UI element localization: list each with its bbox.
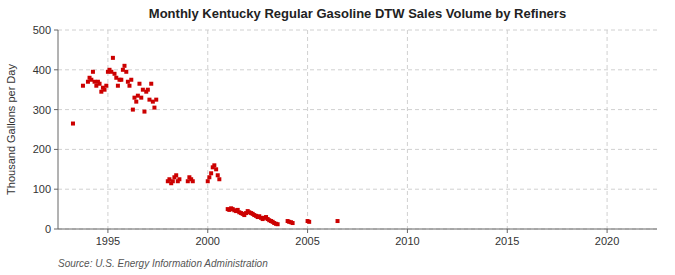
- x-tick-label: 2010: [395, 235, 419, 247]
- y-tick: [54, 149, 58, 150]
- point: [152, 106, 156, 110]
- x-tick-label: 2015: [495, 235, 519, 247]
- point: [127, 84, 131, 88]
- point: [336, 219, 340, 223]
- chart: 1995 2000 2005 2010 2015 2020 0 100 200 300 400 500…: [0, 0, 675, 275]
- x-tick-label: 2020: [595, 235, 619, 247]
- y-tick-label: 100: [33, 183, 51, 195]
- point: [171, 179, 175, 183]
- point: [177, 177, 181, 181]
- point: [103, 88, 107, 92]
- point: [154, 98, 158, 102]
- point: [209, 171, 213, 175]
- y-tick-label: 500: [33, 24, 51, 36]
- point: [104, 84, 108, 88]
- point: [131, 108, 135, 112]
- point: [124, 70, 128, 74]
- grid-line-x: [307, 30, 308, 229]
- x-tick: [207, 229, 208, 233]
- y-tick: [54, 109, 58, 110]
- x-tick: [407, 229, 408, 233]
- y-axis-line: [58, 30, 59, 229]
- point: [137, 82, 141, 86]
- grid-line-y: [58, 229, 657, 230]
- point: [129, 78, 133, 82]
- x-axis-line: [58, 229, 657, 230]
- point: [71, 122, 75, 126]
- point: [149, 82, 153, 86]
- point: [276, 222, 280, 226]
- x-tick: [107, 229, 108, 233]
- y-tick-label: 400: [33, 64, 51, 76]
- x-tick: [307, 229, 308, 233]
- point: [217, 177, 221, 181]
- points: [71, 56, 340, 226]
- y-tick: [54, 229, 58, 230]
- y-tick-label: 200: [33, 143, 51, 155]
- grid-line-y: [58, 30, 657, 31]
- point: [307, 220, 311, 224]
- y-tick: [54, 189, 58, 190]
- point: [214, 167, 218, 171]
- point: [122, 64, 126, 68]
- grid: [58, 30, 657, 229]
- grid-line-y: [58, 189, 657, 190]
- y-axis-label: Thousand Gallons per Day: [5, 64, 17, 195]
- point: [91, 70, 95, 74]
- point: [142, 110, 146, 114]
- x-tick: [507, 229, 508, 233]
- grid-line-x: [407, 30, 408, 229]
- point: [81, 84, 85, 88]
- point: [134, 100, 138, 104]
- source-note: Source: U.S. Energy Information Administ…: [58, 258, 268, 269]
- y-tick-label: 0: [45, 223, 51, 235]
- point: [111, 56, 115, 60]
- point: [216, 173, 220, 177]
- point: [119, 78, 123, 82]
- point: [116, 84, 120, 88]
- x-tick: [607, 229, 608, 233]
- y-tick: [54, 69, 58, 70]
- grid-line-x: [607, 30, 608, 229]
- point: [174, 173, 178, 177]
- grid-line-x: [107, 30, 108, 229]
- point: [207, 175, 211, 179]
- point: [291, 221, 295, 225]
- title: Monthly Kentucky Regular Gasoline DTW Sa…: [149, 6, 566, 21]
- point: [191, 179, 195, 183]
- grid-line-x: [507, 30, 508, 229]
- grid-line-y: [58, 109, 657, 110]
- x-tick-label: 1995: [96, 235, 120, 247]
- point: [212, 163, 216, 167]
- grid-line-y: [58, 149, 657, 150]
- point: [146, 88, 150, 92]
- point: [113, 72, 117, 76]
- x-tick-label: 2000: [196, 235, 220, 247]
- point: [98, 82, 102, 86]
- point: [206, 179, 210, 183]
- grid-line-y: [58, 69, 657, 70]
- point: [139, 96, 143, 100]
- x-tick-label: 2005: [295, 235, 319, 247]
- y-tick-label: 300: [33, 104, 51, 116]
- y-tick: [54, 30, 58, 31]
- grid-line-x: [207, 30, 208, 229]
